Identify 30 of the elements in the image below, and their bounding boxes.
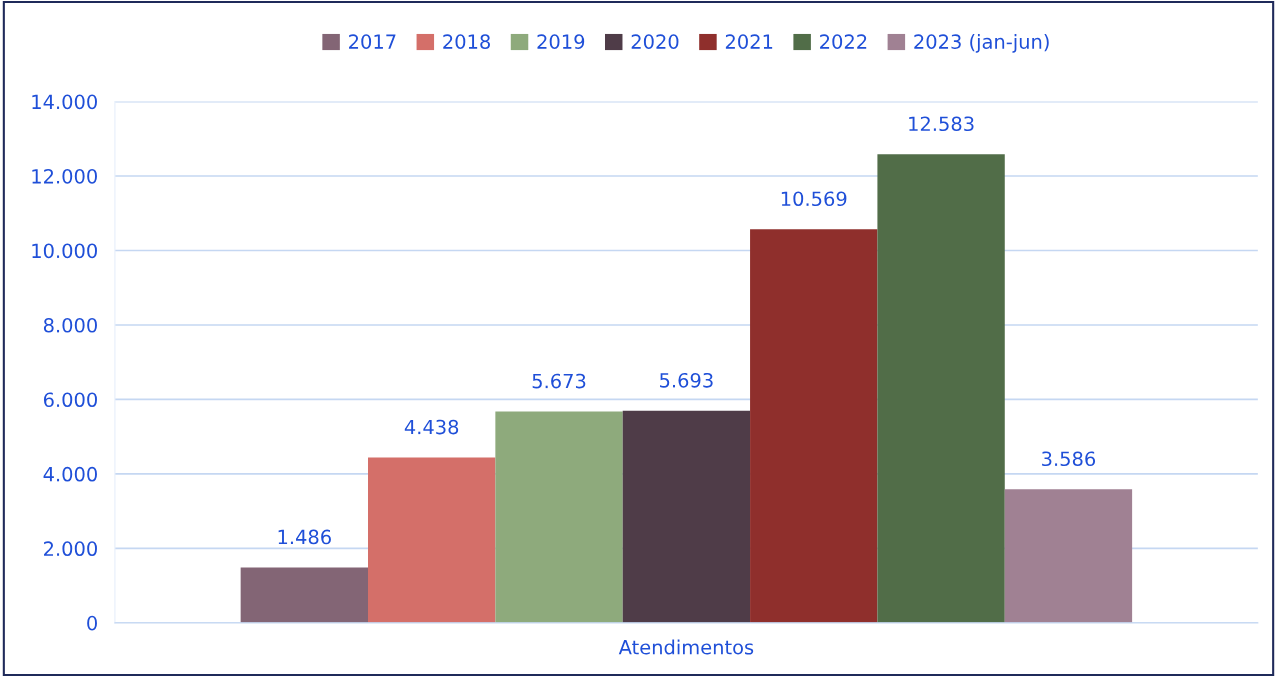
legend-label: 2022 — [820, 34, 867, 50]
legend-label: 2021 — [725, 34, 773, 50]
data-label: 10.569 — [781, 191, 847, 207]
bar — [750, 229, 878, 623]
y-tick-label: 0 — [87, 615, 97, 631]
data-label: 12.583 — [909, 116, 974, 132]
data-label: 3.586 — [1042, 451, 1096, 467]
y-tick-label: 10.000 — [32, 243, 97, 259]
legend-label: 2017 — [349, 34, 396, 50]
data-label: 1.486 — [278, 529, 331, 545]
y-tick-label: 8.000 — [43, 317, 97, 333]
y-tick-label: 14.000 — [32, 94, 97, 110]
bar — [495, 411, 623, 623]
bar — [622, 410, 751, 623]
legend-label: 2018 — [443, 34, 490, 50]
y-tick-label: 12.000 — [32, 168, 97, 184]
y-tick-label: 6.000 — [43, 392, 97, 408]
data-label: 5.693 — [660, 372, 713, 388]
y-tick-label: 4.000 — [43, 466, 97, 482]
x-tick-label: Atendimentos — [618, 639, 754, 655]
bar — [240, 567, 368, 623]
legend-label: 2019 — [537, 34, 585, 50]
bar — [877, 154, 1005, 623]
data-label: 5.673 — [532, 373, 586, 389]
legend-label: 2023 (jan-jun) — [914, 33, 1049, 53]
data-label: 4.438 — [404, 419, 459, 435]
bar — [368, 457, 496, 623]
legend-label: 2020 — [631, 34, 679, 50]
bar — [1004, 489, 1133, 623]
y-tick-label: 2.000 — [44, 541, 97, 557]
